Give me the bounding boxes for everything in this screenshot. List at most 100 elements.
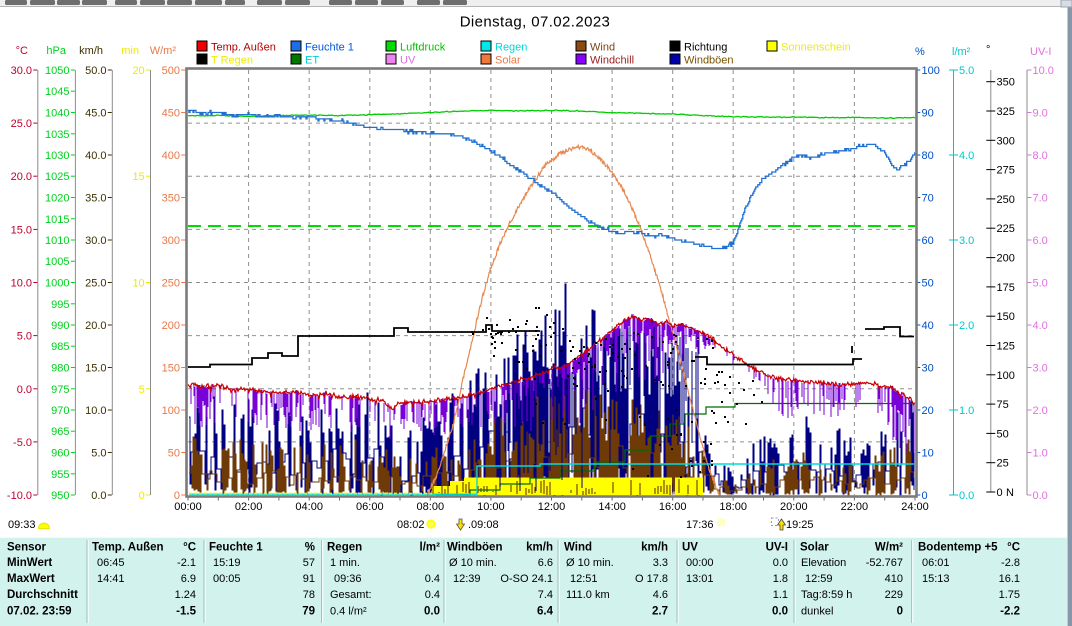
- svg-text:25.0: 25.0: [11, 118, 32, 130]
- svg-text:Ø 10 min.: Ø 10 min.: [449, 557, 497, 569]
- svg-text:%: %: [305, 542, 315, 554]
- svg-text:25: 25: [997, 458, 1009, 470]
- svg-text:3.0: 3.0: [959, 235, 974, 247]
- svg-text:50: 50: [922, 278, 934, 290]
- svg-text:09:33: 09:33: [8, 519, 36, 531]
- svg-text:T Regen: T Regen: [211, 55, 253, 67]
- svg-text:UV: UV: [400, 55, 416, 67]
- svg-text:W/m²: W/m²: [150, 45, 177, 57]
- svg-text:15:13: 15:13: [922, 573, 950, 585]
- svg-text:l/m²: l/m²: [420, 542, 441, 554]
- svg-text:Sonnenschein: Sonnenschein: [781, 42, 851, 54]
- svg-text:-2.2: -2.2: [1000, 606, 1020, 618]
- svg-text:1.0: 1.0: [959, 405, 974, 417]
- svg-text:91: 91: [303, 573, 315, 585]
- svg-text:30: 30: [922, 363, 934, 375]
- svg-text:0.4: 0.4: [425, 589, 440, 601]
- svg-text:00:05: 00:05: [213, 573, 241, 585]
- svg-text:l/m²: l/m²: [952, 46, 971, 58]
- svg-text:75: 75: [997, 399, 1009, 411]
- svg-text:20.0: 20.0: [11, 171, 32, 183]
- svg-text:500: 500: [162, 65, 180, 77]
- svg-text:Elevation: Elevation: [801, 557, 846, 569]
- svg-text:1015: 1015: [45, 214, 69, 226]
- svg-text:Solar: Solar: [495, 55, 521, 67]
- svg-text:229: 229: [885, 589, 903, 601]
- svg-text:Sensor: Sensor: [7, 542, 47, 554]
- svg-text:Bodentemp +5: Bodentemp +5: [918, 542, 998, 554]
- svg-text:0: 0: [139, 490, 145, 502]
- svg-text:0.4: 0.4: [425, 573, 440, 585]
- svg-text:78: 78: [303, 589, 315, 601]
- svg-text:4.0: 4.0: [959, 150, 974, 162]
- svg-text:6.4: 6.4: [537, 606, 554, 618]
- svg-text:km/h: km/h: [79, 45, 103, 57]
- svg-text:dunkel: dunkel: [801, 606, 833, 618]
- svg-text:350: 350: [997, 77, 1015, 89]
- svg-text:08:00: 08:00: [417, 501, 445, 513]
- svg-text:Wind: Wind: [564, 542, 592, 554]
- svg-text:200: 200: [997, 253, 1015, 265]
- svg-text:12:51: 12:51: [570, 573, 598, 585]
- svg-text:50: 50: [997, 428, 1009, 440]
- svg-text:Wind: Wind: [590, 42, 615, 54]
- svg-text:0.4 l/m²: 0.4 l/m²: [330, 606, 367, 618]
- svg-text:Tag:8:59 h: Tag:8:59 h: [801, 589, 852, 601]
- svg-text:1000: 1000: [45, 278, 69, 290]
- svg-text:-1.5: -1.5: [176, 606, 196, 618]
- svg-text:2.0: 2.0: [1033, 405, 1048, 417]
- svg-text:965: 965: [51, 426, 69, 438]
- svg-text:70: 70: [922, 193, 934, 205]
- svg-text:5.0: 5.0: [17, 331, 32, 343]
- svg-text:975: 975: [51, 384, 69, 396]
- svg-text:400: 400: [162, 150, 180, 162]
- svg-text:4.0: 4.0: [1033, 320, 1048, 332]
- svg-text:40: 40: [922, 320, 934, 332]
- svg-text:0: 0: [997, 487, 1003, 499]
- svg-text:250: 250: [162, 278, 180, 290]
- svg-text:1010: 1010: [45, 235, 69, 247]
- svg-text:250: 250: [997, 194, 1015, 206]
- svg-text:MinWert: MinWert: [7, 557, 52, 569]
- svg-text:UV-I: UV-I: [766, 542, 788, 554]
- svg-text:200: 200: [162, 320, 180, 332]
- svg-text:06:00: 06:00: [356, 501, 384, 513]
- svg-text:5: 5: [139, 384, 145, 396]
- svg-text:Gesamt:: Gesamt:: [330, 589, 372, 601]
- svg-text:45.0: 45.0: [85, 108, 106, 120]
- svg-text:50.0: 50.0: [85, 65, 106, 77]
- svg-text:Durchschnitt: Durchschnitt: [7, 589, 78, 601]
- svg-text:150: 150: [997, 311, 1015, 323]
- svg-text:ET: ET: [305, 55, 319, 67]
- svg-text:995: 995: [51, 299, 69, 311]
- svg-text:04:00: 04:00: [295, 501, 323, 513]
- svg-text:16.1: 16.1: [999, 573, 1020, 585]
- svg-text:O-SO 24.1: O-SO 24.1: [500, 573, 553, 585]
- svg-text:16:00: 16:00: [659, 501, 687, 513]
- svg-text:175: 175: [997, 282, 1015, 294]
- svg-text:09:36: 09:36: [334, 573, 362, 585]
- svg-text:100: 100: [162, 405, 180, 417]
- svg-text:5.0: 5.0: [91, 448, 106, 460]
- svg-text:1050: 1050: [45, 65, 69, 77]
- svg-text:Regen: Regen: [327, 542, 362, 554]
- svg-text:10: 10: [922, 448, 934, 460]
- svg-text:10.0: 10.0: [85, 405, 106, 417]
- svg-text:980: 980: [51, 363, 69, 375]
- svg-text:300: 300: [162, 235, 180, 247]
- svg-text:6.9: 6.9: [181, 573, 196, 585]
- svg-text:km/h: km/h: [526, 542, 553, 554]
- svg-text:100: 100: [922, 65, 940, 77]
- svg-text:06:01: 06:01: [922, 557, 950, 569]
- svg-text:-5.0: -5.0: [13, 437, 32, 449]
- svg-text:0: 0: [922, 490, 928, 502]
- svg-text:12:59: 12:59: [805, 573, 833, 585]
- svg-text:Windchill: Windchill: [590, 55, 634, 67]
- svg-text:1040: 1040: [45, 108, 69, 120]
- svg-text:UV: UV: [682, 542, 698, 554]
- svg-text:Luftdruck: Luftdruck: [400, 42, 446, 54]
- svg-text:Feuchte 1: Feuchte 1: [305, 42, 354, 54]
- svg-text:1.0: 1.0: [1033, 448, 1048, 460]
- svg-text:12:00: 12:00: [538, 501, 566, 513]
- svg-text:1.75: 1.75: [999, 589, 1020, 601]
